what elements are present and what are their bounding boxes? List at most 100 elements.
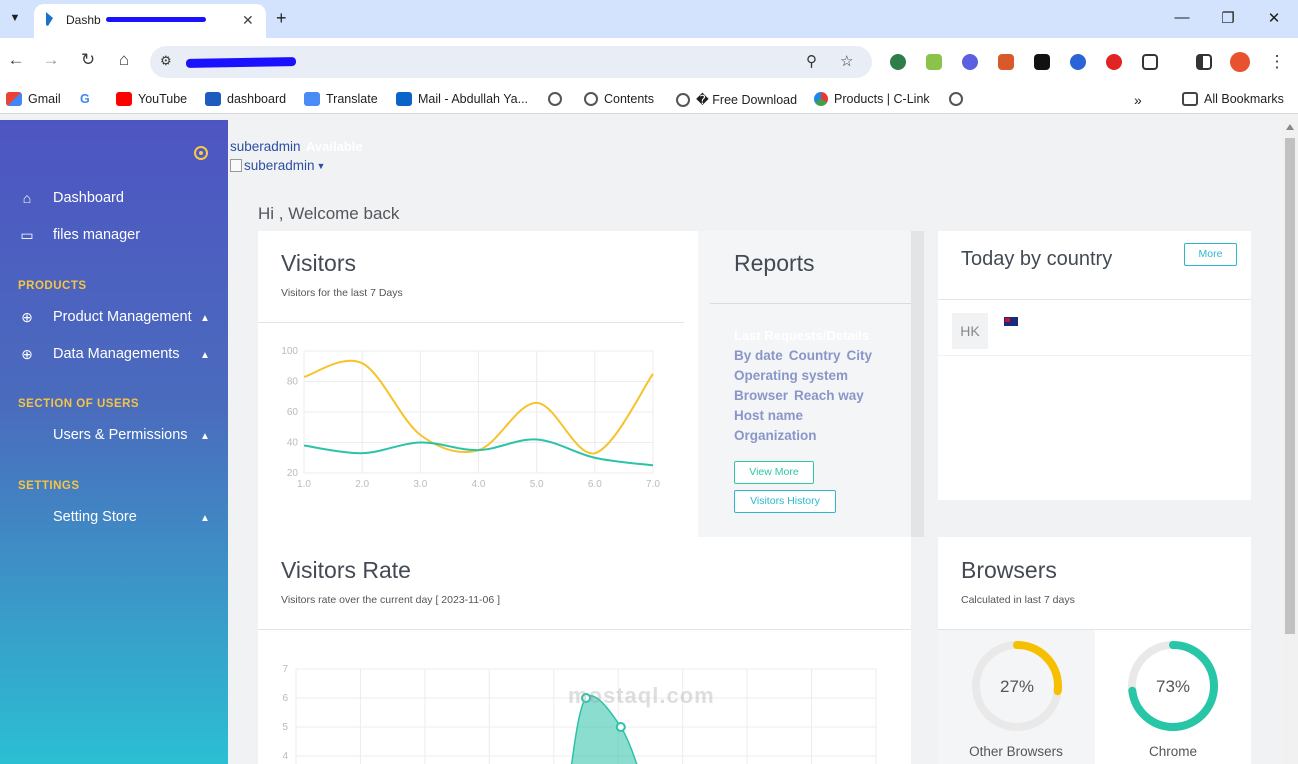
chevron-up-icon[interactable]: ▲ [200,513,210,524]
globe-icon [676,92,690,107]
x-tick-label: 5.0 [530,479,544,490]
chevron-up-icon[interactable]: ▲ [200,350,210,361]
globe-icon: ⊕ [21,346,33,362]
visitors-line-chart: 20 40 60 80 100 1.0 2.0 3.0 4.0 5.0 6.0 7.0 [281,346,660,490]
tab-close-icon[interactable]: ✕ [242,12,254,28]
report-link-country[interactable]: Country [788,348,841,363]
bookmark-globe-2[interactable] [949,92,963,106]
sidebar-item-dashboard[interactable]: ⌂ Dashboard [18,190,124,206]
reports-faint-label: Last Requests/Details [734,328,870,343]
page-scrollbar[interactable] [1282,120,1298,764]
bookmark-youtube[interactable]: YouTube [116,92,187,106]
visitors-history-button[interactable]: Visitors History [734,490,836,513]
user-name-link[interactable]: suberadmin [230,139,301,154]
bookmark-dashboard[interactable]: dashboard [205,92,286,106]
maximize-icon[interactable]: ❐ [1221,10,1235,27]
y-tick-label: 7 [282,664,288,675]
view-more-button[interactable]: View More [734,461,814,484]
back-arrow-icon[interactable]: ← [7,50,25,69]
chevron-up-icon[interactable]: ▲ [200,313,210,324]
visitors-rate-card: Visitors Rate Visitors rate over the cur… [258,537,911,764]
sidebar-item-setting-store[interactable]: Setting Store [53,509,137,525]
report-link-organization[interactable]: Organization [734,428,817,443]
flag-icon [1004,317,1018,326]
country-more-button[interactable]: More [1184,243,1237,266]
tab-search-chevron-icon[interactable]: ▼ [9,12,21,24]
tab-title-redaction [106,17,206,22]
reports-links: By date Country City Operating system Brow… [734,346,904,446]
reports-title: Reports [734,250,815,276]
bookmark-star-icon[interactable]: ☆ [840,53,854,70]
window-close-icon[interactable]: ✕ [1267,10,1281,27]
extension-e-icon[interactable] [962,54,978,70]
y-tick-label: 6 [282,693,288,704]
extension-globe-icon[interactable] [890,54,906,70]
bookmark-translate[interactable]: Translate [304,92,378,106]
youtube-icon [116,92,132,106]
sidebar-item-users-permissions[interactable]: Users & Permissions [53,427,188,443]
visitors-divider [258,322,684,323]
watermark: mostaql.com [568,683,715,708]
google-g-icon: G [80,92,90,106]
sidebar-section-settings: SETTINGS [18,480,80,492]
y-tick-label: 20 [287,468,299,479]
extension-firefox-icon[interactable] [1070,54,1086,70]
report-link-browser[interactable]: Browser [734,388,789,403]
folder-icon: ▭ [20,227,34,243]
x-tick-label: 6.0 [588,479,602,490]
chevron-up-icon[interactable]: ▲ [200,431,210,442]
browser-toolbar: ← → ↻ ⌂ ⚙ ⚲ ☆ [0,38,1298,84]
zoom-magnifier-icon[interactable]: ⚲ [806,53,817,70]
new-tab-plus-icon[interactable]: + [276,8,287,28]
minimize-icon[interactable]: — [1174,9,1190,26]
reports-panel: Reports Last Requests/Details By date Cou… [698,231,912,537]
profile-avatar[interactable] [1230,52,1250,72]
side-panel-icon[interactable] [1196,54,1212,70]
bookmark-globe-1[interactable] [548,92,562,106]
address-bar[interactable]: ⚙ ⚲ ☆ [150,46,872,78]
sidebar-toggle-target-icon[interactable] [194,146,208,160]
extension-record-icon[interactable] [1106,54,1122,70]
bookmark-products[interactable]: Products | C-Link [814,92,930,106]
globe-icon [584,92,598,106]
extension-a-icon[interactable] [1034,54,1050,70]
report-link-operating-system[interactable]: Operating system [734,368,849,383]
reload-icon[interactable]: ↻ [80,50,96,69]
sidebar-item-files-manager[interactable]: ▭ files manager [18,227,140,243]
sidebar-item-data-managements[interactable]: ⊕ Data Managements [18,346,179,362]
folder-icon [1182,92,1198,106]
report-link-by-date[interactable]: By date [734,348,783,363]
forward-arrow-icon[interactable]: → [42,50,60,69]
bookmark-contents[interactable]: Contents [584,92,654,106]
scroll-up-arrow-icon[interactable] [1286,124,1294,130]
extension-shield-icon[interactable] [998,54,1014,70]
caret-down-icon: ▼ [316,160,326,171]
user-dropdown[interactable]: suberadmin ▼ [230,158,325,173]
home-icon[interactable]: ⌂ [118,50,130,69]
site-settings-icon[interactable]: ⚙ [160,53,172,68]
y-tick-label: 60 [287,407,299,418]
bookmark-mail[interactable]: Mail - Abdullah Ya... [396,92,528,106]
globe-icon [949,92,963,106]
bookmark-google[interactable]: G [80,92,90,106]
reports-scroll-strip [911,231,924,537]
extensions-puzzle-icon[interactable] [1142,54,1158,70]
report-link-host-name[interactable]: Host name [734,408,804,423]
report-link-city[interactable]: City [846,348,873,363]
bookmark-free-download[interactable]: � Free Download [676,92,797,107]
sidebar-section-products: PRODUCTS [18,280,87,292]
all-bookmarks[interactable]: All Bookmarks [1182,92,1284,106]
extension-android-icon[interactable] [926,54,942,70]
x-tick-label: 2.0 [355,479,369,490]
bookmarks-overflow-chevron-icon[interactable]: » [1134,92,1142,108]
browser-menu-icon[interactable]: ⋮ [1268,52,1286,71]
main-content: suberadmin Available suberadmin ▼ Hi , W… [228,120,1282,764]
scrollbar-thumb[interactable] [1285,138,1295,634]
bookmark-gmail[interactable]: Gmail [6,92,61,106]
country-code-badge: HK [952,313,988,349]
sidebar-item-product-management[interactable]: ⊕ Product Management [18,309,192,325]
x-tick-label: 3.0 [413,479,427,490]
donut-chrome-percent: 73% [1155,677,1191,696]
browser-tab-active[interactable]: Dashb ✕ [34,4,266,38]
report-link-reach-way[interactable]: Reach way [794,388,864,403]
